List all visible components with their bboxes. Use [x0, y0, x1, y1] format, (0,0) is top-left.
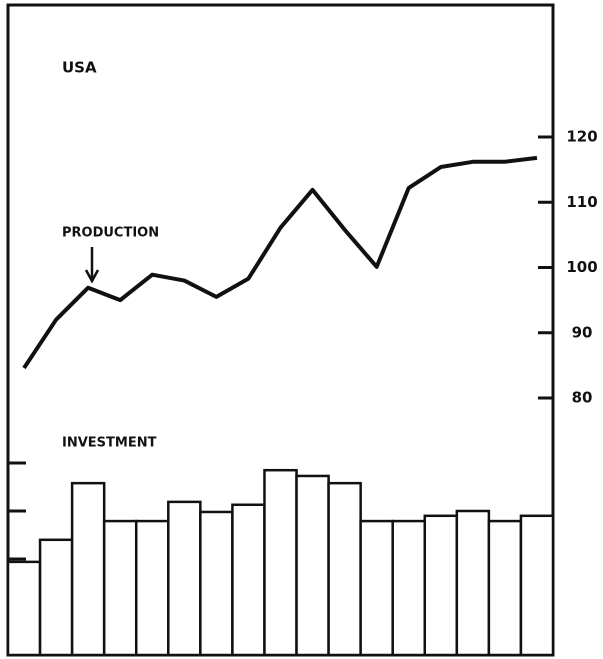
bar [70, 481, 106, 657]
bar [423, 514, 459, 657]
y-tick-label: 100 [566, 258, 597, 276]
y-tick-label: 80 [572, 389, 593, 407]
annotation-arrowhead [84, 269, 100, 284]
bar [455, 509, 491, 657]
bar [295, 474, 330, 657]
bar [391, 519, 427, 657]
bar [231, 503, 266, 657]
bar [134, 519, 170, 657]
bar [487, 519, 523, 657]
line [22, 155, 538, 370]
chart-title: USA [62, 59, 97, 77]
bar [359, 519, 394, 657]
bar [38, 538, 74, 657]
bar [327, 481, 362, 657]
series-label: INVESTMENT [62, 436, 157, 451]
y-tick-label: 110 [566, 193, 597, 211]
bar [199, 510, 234, 657]
bar [519, 514, 555, 657]
series-label: PRODUCTION [62, 226, 159, 241]
y-tick-label: 120 [566, 128, 597, 146]
bar [6, 560, 42, 657]
y-tick-label: 90 [572, 323, 593, 341]
bar [102, 519, 138, 657]
bar [263, 468, 298, 657]
bar [167, 500, 202, 657]
